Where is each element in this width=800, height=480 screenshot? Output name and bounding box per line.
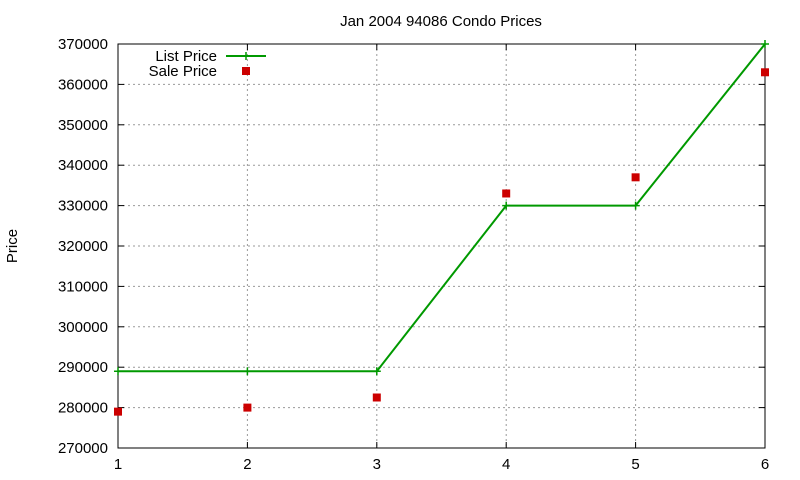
y-tick-label: 350000: [58, 117, 108, 134]
y-tick-label: 270000: [58, 440, 108, 457]
legend: List Price Sale Price: [149, 48, 266, 80]
data-point-sale-price: [372, 393, 381, 402]
data-point-list-price: [243, 367, 252, 376]
y-tick-label: 360000: [58, 76, 108, 93]
data-point-list-price: [114, 367, 122, 376]
data-point-sale-price: [631, 173, 640, 182]
data-point-list-price: [631, 201, 640, 210]
y-tick-label: 310000: [58, 278, 108, 295]
series-layer: [114, 40, 769, 416]
x-tick-label: 2: [243, 456, 251, 473]
data-point-list-price: [372, 367, 381, 376]
axis-ticks: 270000 280000 290000 300000 310000 320000 3300…: [58, 36, 769, 473]
legend-label-sale-price: Sale Price: [149, 63, 217, 80]
y-axis-label: Price: [4, 229, 21, 263]
x-tick-label: 6: [761, 456, 769, 473]
x-tick-label: 1: [114, 456, 122, 473]
y-tick-label: 320000: [58, 238, 108, 255]
data-point-sale-price: [243, 403, 252, 412]
y-tick-label: 300000: [58, 319, 108, 336]
data-point-list-price: [761, 40, 769, 48]
plot-frame: [117, 43, 766, 449]
data-point-sale-price: [761, 68, 769, 77]
series-line-list-price: [118, 43, 766, 373]
data-point-sale-price: [114, 407, 122, 416]
grid: [118, 44, 765, 448]
x-tick-label: 4: [502, 456, 510, 473]
x-tick-label: 3: [373, 456, 381, 473]
y-tick-label: 280000: [58, 400, 108, 417]
y-tick-label: 330000: [58, 198, 108, 215]
y-tick-label: 370000: [58, 36, 108, 53]
y-tick-label: 290000: [58, 359, 108, 376]
chart-title: Jan 2004 94086 Condo Prices: [340, 13, 542, 30]
x-tick-label: 5: [631, 456, 639, 473]
y-tick-label: 340000: [58, 157, 108, 174]
data-point-sale-price: [502, 189, 511, 198]
data-point-list-price: [502, 201, 511, 210]
legend-marker-list-price: [242, 52, 250, 60]
legend-marker-sale-price: [242, 67, 250, 75]
legend-label-list-price: List Price: [155, 48, 217, 65]
